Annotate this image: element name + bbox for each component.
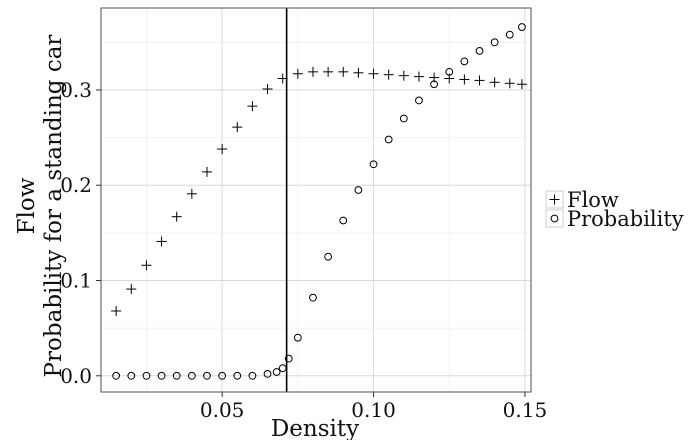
flow-point [459,74,470,85]
probability-point [339,216,348,225]
probability-point [384,135,393,144]
x-tick-label: 0.10 [351,398,396,422]
y-tick-label: 0.3 [60,78,92,102]
y-axis-title-line-2: Probability for a standing car [41,35,67,378]
probability-point [218,371,227,380]
legend: Flow Probability [545,188,684,231]
probability-point [233,371,242,380]
legend-key-probability [545,209,564,228]
flow-point [277,73,288,84]
probability-point [369,160,378,169]
legend-marker-flow [549,194,560,205]
flow-point [516,79,527,90]
flow-point [247,101,258,112]
flow-point [474,75,485,86]
probability-point [505,30,514,39]
probability-point [490,38,499,47]
x-tick-label: 0.15 [503,398,548,422]
legend-label-flow: Flow [567,188,619,212]
y-tick-label: 0.0 [60,364,92,388]
probability-point [127,371,136,380]
flow-point [398,70,409,81]
series [111,23,527,380]
probability-point [293,333,302,342]
probability-point [475,46,484,55]
y-axis-title-line-1: Flow [14,177,40,234]
probability-point [309,293,317,302]
probability-point [430,80,438,89]
probability-point [263,369,272,378]
flow-point [156,236,167,247]
flow-point [383,69,394,80]
flow-point [413,71,424,82]
flow-point [292,68,303,79]
legend-label-probability: Probability [567,207,684,231]
probability-point [142,371,151,380]
x-axis-ticks: 0.05 0.10 0.15 [200,392,547,422]
probability-point [172,371,181,380]
probability-point [399,114,408,123]
probability-point [518,23,526,31]
flow-point [201,166,212,177]
flow-point [171,211,182,222]
flow-point [338,66,349,77]
flow-point [126,284,137,295]
flow-point [232,122,243,133]
probability-point [278,364,287,373]
y-axis-ticks: 0.0 0.1 0.2 0.3 [60,78,101,388]
probability-point [445,67,454,76]
flow-point [141,260,152,271]
probability-point [460,57,469,66]
flow-point [111,306,122,317]
probability-point [203,371,211,380]
y-tick-label: 0.2 [60,173,92,197]
flow-point [489,77,500,88]
probability-point [187,371,196,380]
series-flow [111,66,527,317]
plot-panel [100,7,532,393]
flow-point [262,83,273,94]
flow-point [353,67,364,78]
x-axis-title: Density [271,416,359,440]
flow-point [368,68,379,79]
probability-point [272,368,281,376]
x-tick-label: 0.05 [200,398,245,422]
flow-point [217,144,228,155]
series-probability [112,23,526,380]
flow-point [323,66,334,77]
y-tick-label: 0.1 [60,269,92,293]
probability-point [354,186,363,194]
probability-point [324,252,333,261]
probability-point [284,354,293,363]
probability-point [248,371,257,380]
legend-marker-probability [550,214,559,223]
flow-point [307,66,318,77]
probability-point [112,371,121,380]
flow-point [504,78,515,89]
grid [101,8,531,392]
flow-point [186,188,197,199]
probability-point [415,96,423,105]
probability-point [157,371,166,380]
